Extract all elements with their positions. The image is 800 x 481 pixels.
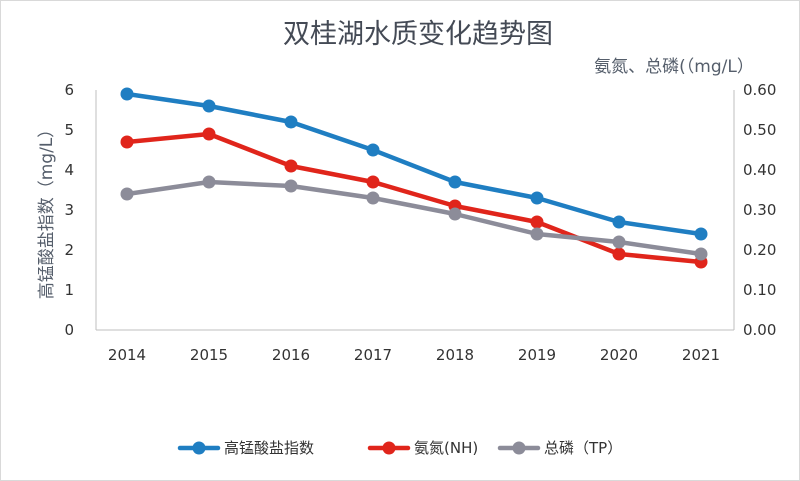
data-point-0 xyxy=(612,215,626,229)
data-point-0 xyxy=(202,99,216,113)
right-tick-label: 0.50 xyxy=(743,121,776,139)
right-tick-label: 0.00 xyxy=(743,321,776,339)
left-tick-label: 4 xyxy=(64,161,74,179)
data-point-0 xyxy=(694,227,708,241)
chart-title: 双桂湖水质变化趋势图 xyxy=(283,19,553,50)
right-axis-label: 氨氮、总磷(（mg/L） xyxy=(594,57,754,77)
data-point-2 xyxy=(120,187,134,201)
x-tick-label: 2014 xyxy=(108,346,146,364)
data-point-1 xyxy=(530,215,544,229)
data-point-2 xyxy=(448,207,462,221)
right-tick-label: 0.20 xyxy=(743,241,776,259)
data-point-2 xyxy=(284,179,298,193)
data-point-1 xyxy=(284,159,298,173)
left-tick-label: 6 xyxy=(64,81,74,99)
series-line-2 xyxy=(124,179,704,257)
legend-marker-0 xyxy=(192,441,206,455)
data-point-0 xyxy=(366,143,380,157)
right-tick-label: 0.10 xyxy=(743,281,776,299)
data-point-2 xyxy=(612,235,626,249)
legend-label-2: 总磷（TP） xyxy=(544,439,622,457)
data-point-1 xyxy=(366,175,380,189)
series-line-1 xyxy=(124,131,704,265)
legend-marker-2 xyxy=(512,441,526,455)
legend-marker-1 xyxy=(382,441,396,455)
data-point-2 xyxy=(366,191,380,205)
data-point-0 xyxy=(284,115,298,129)
left-tick-label: 2 xyxy=(64,241,74,259)
data-point-1 xyxy=(120,135,134,149)
data-point-0 xyxy=(448,175,462,189)
left-axis-label: 高锰酸盐指数（mg/L） xyxy=(37,121,57,300)
x-tick-label: 2018 xyxy=(436,346,474,364)
left-tick-label: 1 xyxy=(64,281,74,299)
data-point-1 xyxy=(202,127,216,141)
left-axis-ticks: 0 1 2 3 4 5 6 xyxy=(64,81,74,339)
data-point-0 xyxy=(530,191,544,205)
legend-label-1: 氨氮(NH) xyxy=(414,439,478,457)
series-line-0 xyxy=(124,91,704,237)
x-tick-label: 2019 xyxy=(518,346,556,364)
data-point-2 xyxy=(694,247,708,261)
data-point-2 xyxy=(202,175,216,189)
right-tick-label: 0.40 xyxy=(743,161,776,179)
series-group xyxy=(120,87,708,269)
left-tick-label: 0 xyxy=(64,321,74,339)
x-tick-label: 2021 xyxy=(682,346,720,364)
data-point-2 xyxy=(530,227,544,241)
data-point-0 xyxy=(120,87,134,101)
right-axis-ticks: 0.00 0.10 0.20 0.30 0.40 0.50 0.60 xyxy=(743,81,776,339)
legend-label-0: 高锰酸盐指数 xyxy=(224,439,314,457)
left-tick-label: 3 xyxy=(64,201,74,219)
x-axis-ticks: 2014 2015 2016 2017 2018 2019 2020 2021 xyxy=(108,346,720,364)
x-tick-label: 2017 xyxy=(354,346,392,364)
x-tick-label: 2020 xyxy=(600,346,638,364)
left-tick-label: 5 xyxy=(64,121,74,139)
right-tick-label: 0.60 xyxy=(743,81,776,99)
legend: 高锰酸盐指数 氨氮(NH) 总磷（TP） xyxy=(177,439,622,457)
x-tick-label: 2015 xyxy=(190,346,228,364)
right-tick-label: 0.30 xyxy=(743,201,776,219)
data-point-1 xyxy=(612,247,626,261)
x-tick-label: 2016 xyxy=(272,346,310,364)
